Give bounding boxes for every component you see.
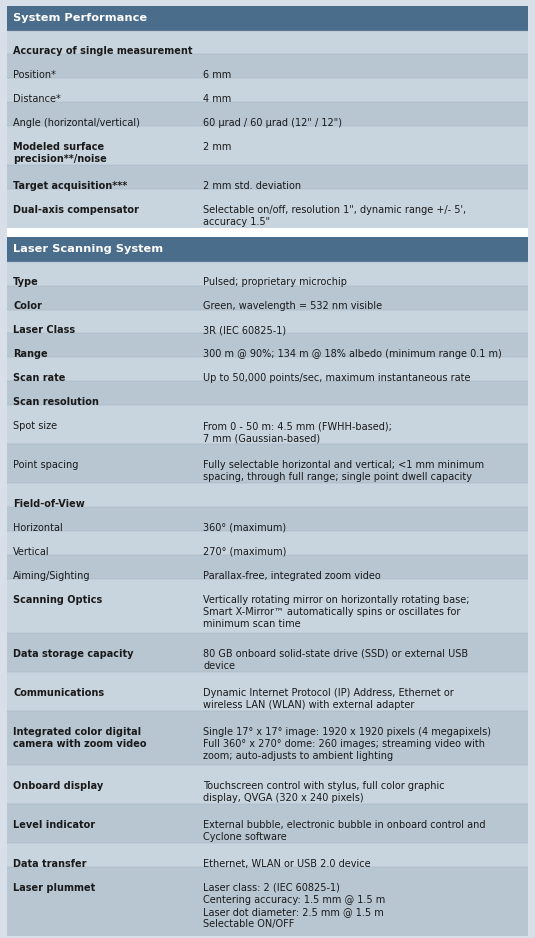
Bar <box>7 633 528 672</box>
Text: From 0 - 50 m: 4.5 mm (FWHH-based);
7 mm (Gaussian-based): From 0 - 50 m: 4.5 mm (FWHH-based); 7 mm… <box>203 421 392 443</box>
Text: Onboard display: Onboard display <box>13 780 103 791</box>
Bar <box>7 262 528 285</box>
Text: 270° (maximum): 270° (maximum) <box>203 547 287 557</box>
Text: Laser class: 2 (IEC 60825-1)
Centering accuracy: 1.5 mm @ 1.5 m
Laser dot diamet: Laser class: 2 (IEC 60825-1) Centering a… <box>203 883 385 929</box>
Bar <box>7 6 528 31</box>
Text: Horizontal: Horizontal <box>13 522 63 533</box>
Bar <box>7 31 528 54</box>
Text: Modeled surface
precision**/noise: Modeled surface precision**/noise <box>13 142 107 164</box>
Bar <box>7 483 528 507</box>
Text: 6 mm: 6 mm <box>203 70 232 80</box>
Text: Type: Type <box>13 278 39 287</box>
Text: Laser Scanning System: Laser Scanning System <box>13 245 163 254</box>
Text: Communications: Communications <box>13 688 104 698</box>
Bar <box>7 765 528 804</box>
Text: Ethernet, WLAN or USB 2.0 device: Ethernet, WLAN or USB 2.0 device <box>203 858 371 869</box>
Bar <box>7 189 528 228</box>
Text: 3R (IEC 60825-1): 3R (IEC 60825-1) <box>203 325 286 335</box>
Text: Vertical: Vertical <box>13 547 50 557</box>
Text: Laser plummet: Laser plummet <box>13 883 95 893</box>
Text: Position*: Position* <box>13 70 56 80</box>
Text: Touchscreen control with stylus, full color graphic
display, QVGA (320 x 240 pix: Touchscreen control with stylus, full co… <box>203 780 445 803</box>
Text: Dual-axis compensator: Dual-axis compensator <box>13 204 139 215</box>
Bar <box>7 867 528 936</box>
Text: 80 GB onboard solid-state drive (SSD) or external USB
device: 80 GB onboard solid-state drive (SSD) or… <box>203 649 468 671</box>
Text: Up to 50,000 points/sec, maximum instantaneous rate: Up to 50,000 points/sec, maximum instant… <box>203 373 471 383</box>
Bar <box>7 357 528 382</box>
Text: Data storage capacity: Data storage capacity <box>13 649 134 658</box>
Text: Dynamic Internet Protocol (IP) Address, Ethernet or
wireless LAN (WLAN) with ext: Dynamic Internet Protocol (IP) Address, … <box>203 688 454 710</box>
Text: Accuracy of single measurement: Accuracy of single measurement <box>13 46 193 56</box>
Text: 300 m @ 90%; 134 m @ 18% albedo (minimum range 0.1 m): 300 m @ 90%; 134 m @ 18% albedo (minimum… <box>203 349 502 359</box>
Text: Level indicator: Level indicator <box>13 820 95 830</box>
Text: Parallax-free, integrated zoom video: Parallax-free, integrated zoom video <box>203 571 381 581</box>
Text: Data transfer: Data transfer <box>13 858 87 869</box>
Text: Laser Class: Laser Class <box>13 325 75 335</box>
Bar <box>7 165 528 189</box>
Bar <box>7 333 528 357</box>
Bar <box>7 507 528 531</box>
Bar <box>7 405 528 445</box>
Bar <box>7 54 528 79</box>
Bar <box>7 672 528 711</box>
Text: Color: Color <box>13 301 42 311</box>
Bar <box>7 285 528 310</box>
Text: External bubble, electronic bubble in onboard control and
Cyclone software: External bubble, electronic bubble in on… <box>203 820 486 841</box>
Text: Pulsed; proprietary microchip: Pulsed; proprietary microchip <box>203 278 347 287</box>
Text: Target acquisition***: Target acquisition*** <box>13 181 127 191</box>
Text: Scan rate: Scan rate <box>13 373 65 383</box>
Text: 4 mm: 4 mm <box>203 94 232 104</box>
Text: Scanning Optics: Scanning Optics <box>13 595 102 605</box>
Bar <box>7 555 528 579</box>
Text: 2 mm: 2 mm <box>203 142 232 152</box>
Bar <box>7 228 528 237</box>
Text: Integrated color digital
camera with zoom video: Integrated color digital camera with zoo… <box>13 727 147 749</box>
Text: Range: Range <box>13 349 48 359</box>
Bar <box>7 237 528 262</box>
Text: Vertically rotating mirror on horizontally rotating base;
Smart X-Mirror™ automa: Vertically rotating mirror on horizontal… <box>203 595 470 628</box>
Text: Point spacing: Point spacing <box>13 460 78 470</box>
Bar <box>7 804 528 843</box>
Bar <box>7 531 528 555</box>
Bar <box>7 579 528 633</box>
Text: Distance*: Distance* <box>13 94 61 104</box>
Text: 2 mm std. deviation: 2 mm std. deviation <box>203 181 301 191</box>
Text: Single 17° x 17° image: 1920 x 1920 pixels (4 megapixels)
Full 360° x 270° dome:: Single 17° x 17° image: 1920 x 1920 pixe… <box>203 727 491 761</box>
Bar <box>7 310 528 333</box>
Bar <box>7 79 528 102</box>
Text: Aiming/Sighting: Aiming/Sighting <box>13 571 90 581</box>
Text: Fully selectable horizontal and vertical; <1 mm minimum
spacing, through full ra: Fully selectable horizontal and vertical… <box>203 460 484 482</box>
Text: 60 μrad / 60 μrad (12" / 12"): 60 μrad / 60 μrad (12" / 12") <box>203 118 342 129</box>
Text: Field-of-View: Field-of-View <box>13 499 85 509</box>
Text: Selectable on/off, resolution 1", dynamic range +/- 5',
accuracy 1.5": Selectable on/off, resolution 1", dynami… <box>203 204 467 227</box>
Text: Green, wavelength = 532 nm visible: Green, wavelength = 532 nm visible <box>203 301 383 311</box>
Text: Scan resolution: Scan resolution <box>13 397 99 407</box>
Bar <box>7 843 528 867</box>
Text: Spot size: Spot size <box>13 421 57 431</box>
Bar <box>7 445 528 483</box>
Bar <box>7 382 528 405</box>
Bar <box>7 711 528 765</box>
Text: 360° (maximum): 360° (maximum) <box>203 522 286 533</box>
Bar <box>7 127 528 165</box>
Text: System Performance: System Performance <box>13 13 147 23</box>
Bar <box>7 102 528 127</box>
Text: Angle (horizontal/vertical): Angle (horizontal/vertical) <box>13 118 140 129</box>
